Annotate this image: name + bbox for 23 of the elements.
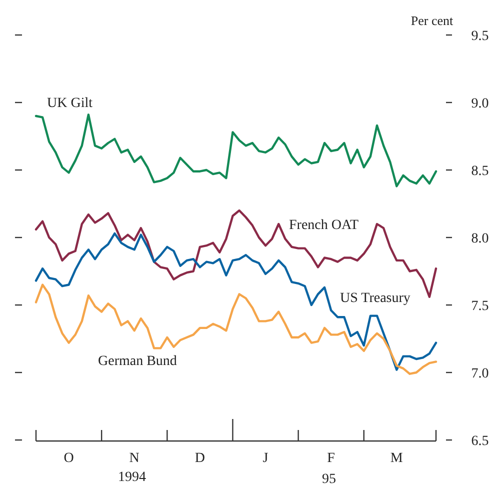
y-tick-label: 8.0 — [471, 232, 489, 246]
x-tick-label: D — [194, 451, 205, 466]
y-tick-label: 9.0 — [471, 96, 489, 112]
y-axis-title: Per cent — [410, 13, 454, 28]
line-series — [34, 114, 438, 188]
text: 1994 — [118, 470, 146, 485]
series-label: German Bund — [98, 354, 177, 369]
line-series — [34, 232, 438, 371]
text: 95 — [322, 472, 336, 487]
y-tick-label: 6.5 — [471, 434, 489, 449]
series-label: US Treasury — [340, 291, 410, 306]
series-label: French OAT — [289, 218, 360, 233]
x-tick-label: F — [327, 451, 336, 466]
x-tick-label: N — [129, 451, 140, 466]
line-series — [34, 284, 438, 375]
y-tick-label: 8.5 — [471, 164, 489, 179]
y-tick-label: 9.5 — [471, 29, 489, 44]
y-tick-label: 7.5 — [471, 299, 489, 314]
series-label: UK Gilt — [47, 96, 93, 111]
x-tick-label: M — [390, 451, 404, 466]
x-tick-label: O — [64, 451, 74, 466]
y-tick-label: 7.0 — [471, 366, 489, 382]
x-tick-label: J — [262, 451, 269, 466]
